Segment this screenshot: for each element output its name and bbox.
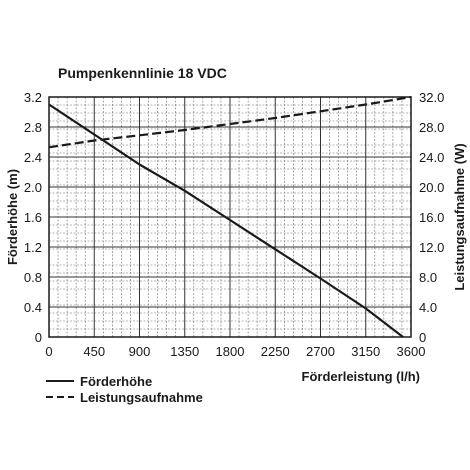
y-right-tick-label: 12.0: [419, 240, 444, 255]
y-right-tick-label: 0: [419, 330, 426, 345]
tick-labels: 0 450 900 1350 1800 2250 2700 3150 360000.40.81.…: [24, 90, 444, 359]
y-left-tick-label: 2.4: [24, 150, 42, 165]
y-left-tick-label: 0.8: [24, 270, 42, 285]
y-left-tick-label: 3.2: [24, 90, 42, 105]
y-left-tick-label: 2.0: [24, 180, 42, 195]
x-tick-label: 0: [45, 344, 52, 359]
x-axis-label: Förderleistung (l/h): [302, 369, 420, 384]
series-line-foerderhoehe: [48, 103, 404, 338]
y-left-tick-label: 2.8: [24, 120, 42, 135]
x-tick-label: 3150: [351, 344, 380, 359]
x-tick-label: 1350: [170, 344, 199, 359]
y-right-tick-label: 24.0: [419, 150, 444, 165]
x-tick-label: 900: [129, 344, 151, 359]
grid: [49, 97, 411, 337]
y-right-tick-label: 28.0: [419, 120, 444, 135]
y-axis-left-label: Förderhöhe (m): [5, 169, 20, 265]
y-right-tick-label: 16.0: [419, 210, 444, 225]
x-tick-label: 1800: [216, 344, 245, 359]
y-right-tick-label: 20.0: [419, 180, 444, 195]
y-right-tick-label: 32.0: [419, 90, 444, 105]
y-left-tick-label: 0.4: [24, 300, 42, 315]
series-layer: [48, 95, 412, 338]
legend-label-foerderhoehe: Förderhöhe: [80, 374, 152, 389]
x-tick-label: 450: [83, 344, 105, 359]
y-left-tick-label: 0: [35, 330, 42, 345]
legend: Förderhöhe Leistungsaufnahme: [46, 374, 203, 405]
x-tick-label: 2700: [306, 344, 335, 359]
y-left-tick-label: 1.2: [24, 240, 42, 255]
chart-title: Pumpenkennlinie 18 VDC: [58, 65, 227, 81]
y-axis-right-label: Leistungsaufnahme (W): [452, 143, 467, 290]
y-left-tick-label: 1.6: [24, 210, 42, 225]
y-right-tick-label: 4.0: [419, 300, 437, 315]
legend-label-leistungsaufnahme: Leistungsaufnahme: [80, 390, 203, 405]
x-tick-label: 3600: [397, 344, 426, 359]
y-right-tick-label: 8.0: [419, 270, 437, 285]
x-tick-label: 2250: [261, 344, 290, 359]
series-line-leistungsaufnahme: [48, 95, 412, 149]
plot-frame: [48, 96, 412, 338]
